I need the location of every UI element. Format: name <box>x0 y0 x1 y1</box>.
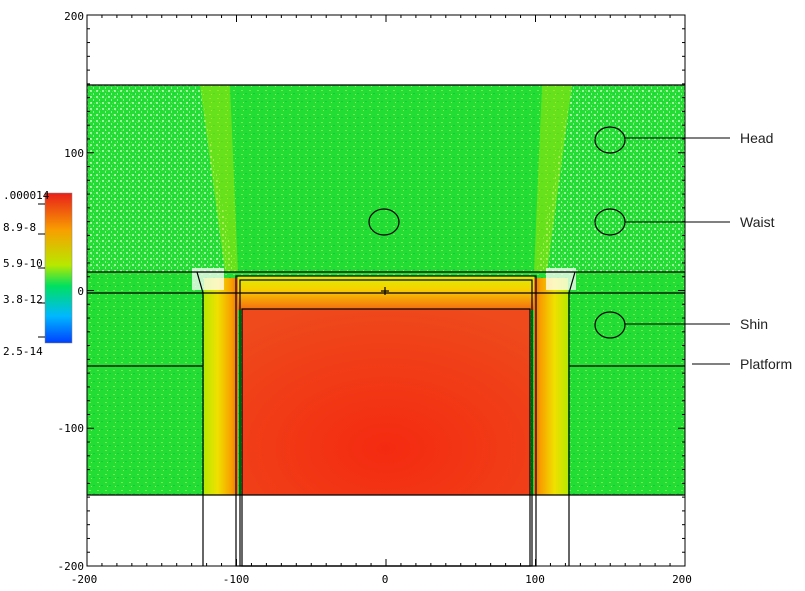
colorbar-label: 8.9-8 <box>3 221 36 234</box>
dose-field <box>87 85 685 495</box>
opening-left <box>192 268 224 290</box>
colorbar-swatch <box>44 192 73 344</box>
wall-right-inner <box>568 271 576 294</box>
colorbar-label: 3.8-12 <box>3 293 43 306</box>
detector-circle-center <box>368 208 400 236</box>
y-tick-label: -100 <box>58 422 85 435</box>
colorbar-label-min: 2.5-14 <box>3 345 43 358</box>
gradient-band-right <box>534 278 568 495</box>
label-platform: Platform <box>740 356 792 372</box>
y-tick-label: 0 <box>77 285 84 298</box>
opening-right <box>546 268 576 290</box>
colorbar-label: 5.9-10 <box>3 257 43 270</box>
y-tick-label: 100 <box>64 147 84 160</box>
x-axis: -200 -100 0 100 200 <box>71 573 692 586</box>
colorbar-label-max: .000014 <box>3 189 50 202</box>
core-region <box>242 309 530 495</box>
x-tick-label: -200 <box>71 573 98 586</box>
y-tick-label: -200 <box>58 560 85 573</box>
wall-left-inner <box>196 271 204 294</box>
y-axis: 200 100 0 -100 -200 <box>58 10 85 573</box>
beam-cone-right <box>534 85 572 272</box>
x-tick-label: 0 <box>382 573 389 586</box>
label-shin: Shin <box>740 316 768 332</box>
x-tick-label: 200 <box>672 573 692 586</box>
beam-cone-left <box>200 85 238 272</box>
noise-upper-right <box>537 85 685 272</box>
y-tick-label: 200 <box>64 10 84 23</box>
label-head: Head <box>740 130 773 146</box>
x-tick-label: 100 <box>525 573 545 586</box>
callouts: Head Waist Shin Platform <box>625 130 792 372</box>
colorbar: .000014 8.9-8 5.9-10 3.8-12 2.5-14 <box>3 189 73 358</box>
label-waist: Waist <box>740 214 775 230</box>
gradient-band-left <box>204 278 238 495</box>
noise-upper-left <box>87 85 235 272</box>
x-tick-label: -100 <box>223 573 250 586</box>
detector-circle-shin <box>594 311 626 339</box>
detector-circle-head <box>594 126 626 154</box>
detector-markers <box>368 126 626 339</box>
